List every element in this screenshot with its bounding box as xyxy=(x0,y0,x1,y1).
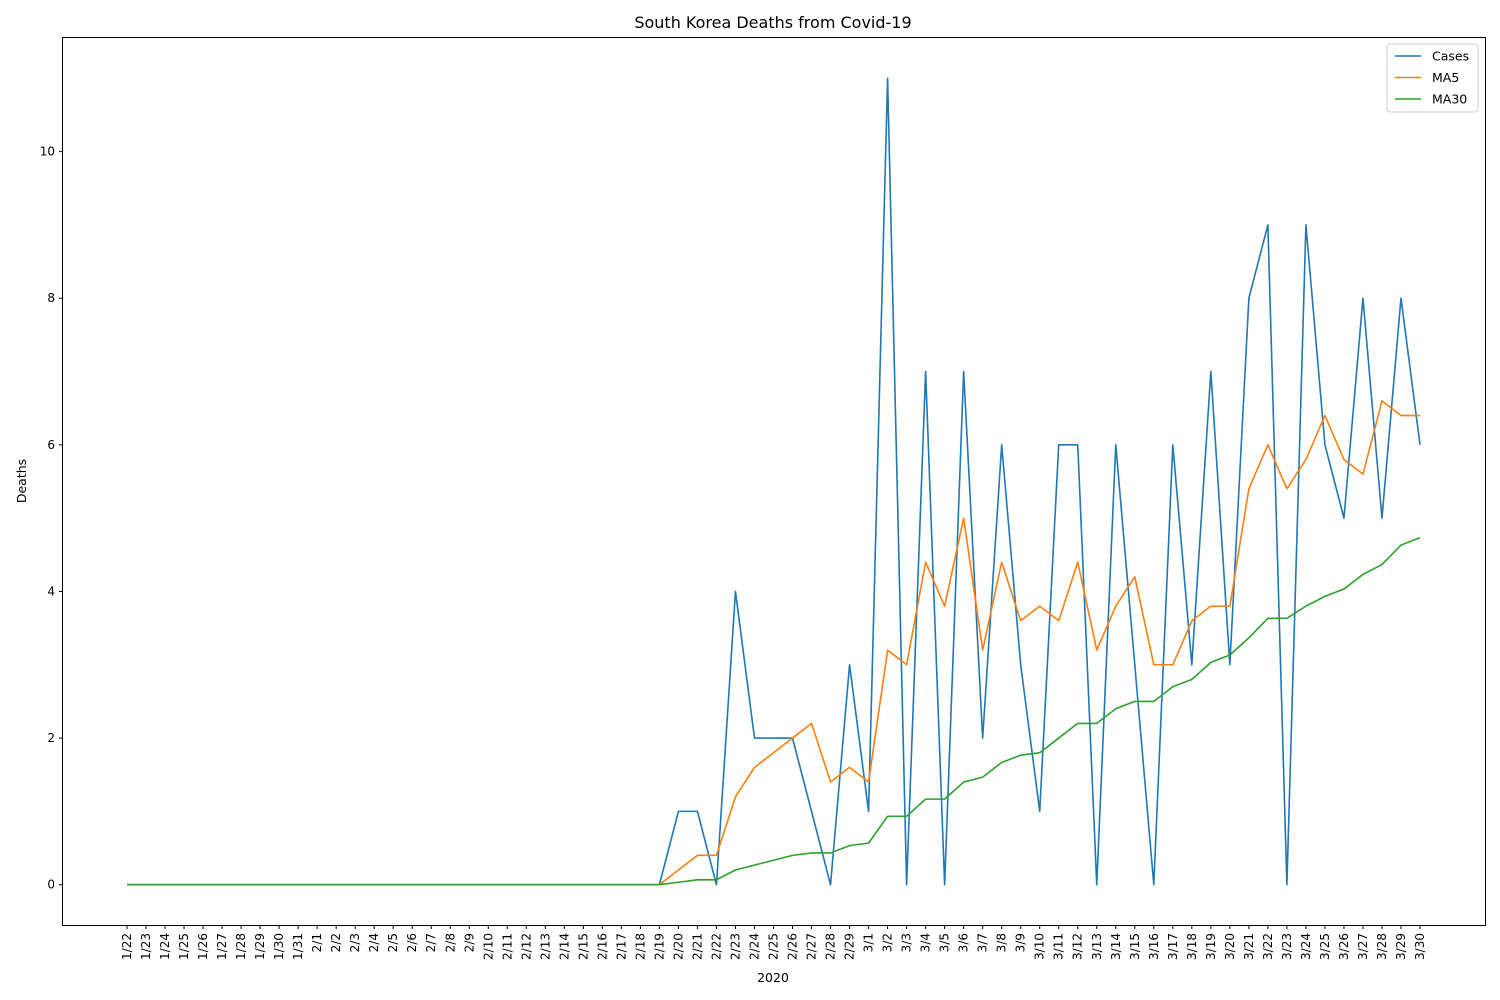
x-tick-label: 2/14 xyxy=(557,933,571,960)
x-tick-label: 1/22 xyxy=(120,933,134,960)
x-tick-label: 2/16 xyxy=(595,933,609,960)
x-tick-label: 2/4 xyxy=(367,933,381,952)
x-tick-label: 3/9 xyxy=(1014,933,1028,952)
x-tick-label: 1/23 xyxy=(139,933,153,960)
x-tick-label: 3/5 xyxy=(938,933,952,952)
x-tick-label: 2/18 xyxy=(633,933,647,960)
x-tick-label: 2/1 xyxy=(310,933,324,952)
x-tick-label: 2/19 xyxy=(652,933,666,960)
plot-frame xyxy=(62,37,1486,926)
x-tick-label: 2/6 xyxy=(405,933,419,952)
x-tick-label: 2/11 xyxy=(500,933,514,960)
x-tick-label: 1/27 xyxy=(215,933,229,960)
y-tick-label: 4 xyxy=(47,584,55,598)
x-tick-label: 3/2 xyxy=(881,933,895,952)
x-tick-label: 1/24 xyxy=(158,933,172,960)
x-tick-label: 2/24 xyxy=(747,933,761,960)
x-tick-label: 2/20 xyxy=(671,933,685,960)
x-tick-label: 2/29 xyxy=(843,933,857,960)
x-tick-label: 3/24 xyxy=(1299,933,1313,960)
x-tick-label: 3/10 xyxy=(1033,933,1047,960)
x-tick-label: 1/25 xyxy=(177,933,191,960)
x-tick-label: 3/25 xyxy=(1318,933,1332,960)
x-tick-label: 2/7 xyxy=(424,933,438,952)
legend-label-cases: Cases xyxy=(1432,49,1469,64)
x-tick-label: 3/27 xyxy=(1356,933,1370,960)
x-tick-label: 2/17 xyxy=(614,933,628,960)
x-tick-label: 3/22 xyxy=(1261,933,1275,960)
x-tick-label: 3/6 xyxy=(957,933,971,952)
x-axis: 1/22 1/23 1/24 1/25 1/26 1/27 1/28 1/29 1/30 1/31… xyxy=(120,925,1427,960)
x-tick-label: 2/9 xyxy=(462,933,476,952)
x-tick-label: 3/18 xyxy=(1185,933,1199,960)
x-tick-label: 3/26 xyxy=(1337,933,1351,960)
series-line-cases xyxy=(127,77,1421,886)
x-tick-label: 2/3 xyxy=(348,933,362,952)
x-tick-label: 3/14 xyxy=(1109,933,1123,960)
x-tick-label: 3/13 xyxy=(1090,933,1104,960)
x-tick-label: 2/2 xyxy=(329,933,343,952)
x-tick-label: 3/12 xyxy=(1071,933,1085,960)
x-tick-label: 3/15 xyxy=(1128,933,1142,960)
x-tick-label: 3/29 xyxy=(1394,933,1408,960)
x-tick-label: 3/8 xyxy=(995,933,1009,952)
y-tick-label: 6 xyxy=(47,438,55,452)
x-tick-label: 3/28 xyxy=(1375,933,1389,960)
x-tick-label: 2/23 xyxy=(728,933,742,960)
x-tick-label: 2/22 xyxy=(709,933,723,960)
y-tick-label: 8 xyxy=(47,291,55,305)
legend: Cases MA5 MA30 xyxy=(1386,43,1479,113)
series-line-ma30 xyxy=(127,536,1421,886)
x-tick-label: 2/5 xyxy=(386,933,400,952)
y-tick-label: 0 xyxy=(47,878,55,892)
series-line-ma5 xyxy=(127,400,1420,886)
x-axis-label: 2020 xyxy=(757,970,789,985)
x-tick-label: 3/17 xyxy=(1166,933,1180,960)
x-tick-label: 3/11 xyxy=(1052,933,1066,960)
x-tick-label: 2/10 xyxy=(481,933,495,960)
x-tick-label: 2/28 xyxy=(824,933,838,960)
x-tick-label: 3/19 xyxy=(1204,933,1218,960)
x-tick-label: 1/30 xyxy=(272,933,286,960)
series-layer xyxy=(127,77,1421,886)
y-tick-label: 2 xyxy=(47,731,55,745)
x-tick-label: 1/28 xyxy=(234,933,248,960)
legend-label-ma30: MA30 xyxy=(1432,92,1467,107)
x-tick-label: 1/29 xyxy=(253,933,267,960)
x-tick-label: 2/25 xyxy=(767,933,781,960)
x-tick-label: 3/7 xyxy=(976,933,990,952)
legend-label-ma5: MA5 xyxy=(1432,70,1459,85)
legend-box xyxy=(1386,43,1479,113)
x-tick-label: 1/31 xyxy=(291,933,305,960)
x-tick-label: 3/3 xyxy=(900,933,914,952)
x-tick-label: 1/26 xyxy=(196,933,210,960)
x-tick-label: 3/30 xyxy=(1413,933,1427,960)
x-tick-label: 2/15 xyxy=(576,933,590,960)
x-tick-label: 2/21 xyxy=(690,933,704,960)
x-tick-label: 3/23 xyxy=(1280,933,1294,960)
x-tick-label: 3/4 xyxy=(919,933,933,952)
y-tick-label: 10 xyxy=(40,145,55,159)
x-tick-label: 2/27 xyxy=(805,933,819,960)
x-tick-label: 2/12 xyxy=(519,933,533,960)
x-tick-label: 2/13 xyxy=(538,933,552,960)
x-tick-label: 2/26 xyxy=(786,933,800,960)
x-tick-label: 3/16 xyxy=(1147,933,1161,960)
x-tick-label: 3/20 xyxy=(1223,933,1237,960)
y-axis-label: Deaths xyxy=(14,459,29,503)
chart-title: South Korea Deaths from Covid-19 xyxy=(634,13,911,32)
x-tick-label: 2/8 xyxy=(443,933,457,952)
y-axis: 0 2 4 6 8 10 xyxy=(40,145,63,892)
x-tick-label: 3/1 xyxy=(862,933,876,952)
x-tick-label: 3/21 xyxy=(1242,933,1256,960)
